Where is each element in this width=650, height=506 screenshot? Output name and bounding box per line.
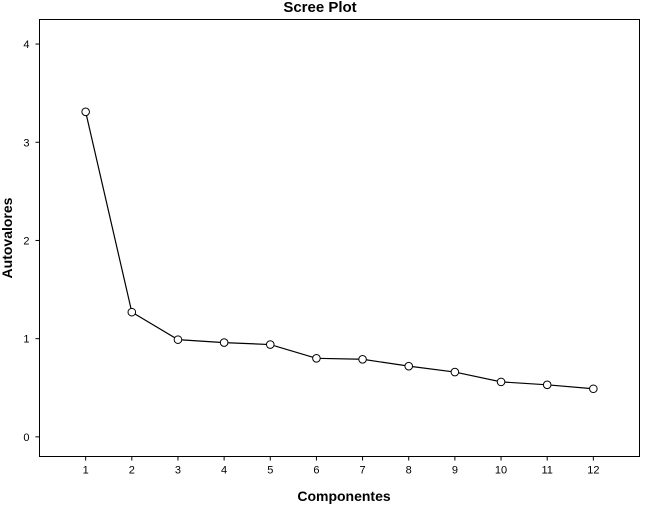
y-tick-label: 1 bbox=[23, 334, 29, 346]
x-tick-label: 8 bbox=[406, 465, 412, 477]
y-axis: 0 1 2 3 4 bbox=[23, 39, 40, 444]
y-axis-label: Autovalores bbox=[0, 197, 15, 278]
x-tick-label: 12 bbox=[587, 465, 599, 477]
chart-title: Scree Plot bbox=[283, 0, 356, 16]
x-axis-label: Componentes bbox=[297, 488, 391, 504]
x-tick-label: 11 bbox=[541, 465, 552, 477]
x-tick-label: 9 bbox=[452, 465, 458, 477]
data-point bbox=[219, 338, 229, 347]
data-point bbox=[127, 307, 137, 317]
x-tick-label: 2 bbox=[129, 465, 135, 477]
y-tick-label: 4 bbox=[23, 39, 29, 51]
data-point bbox=[265, 340, 275, 349]
x-tick-label: 1 bbox=[83, 465, 89, 477]
y-tick-label: 2 bbox=[23, 235, 29, 247]
data-point bbox=[312, 353, 321, 363]
data-point bbox=[496, 377, 506, 387]
data-point bbox=[358, 354, 367, 364]
x-tick-label: 10 bbox=[495, 465, 507, 477]
data-point bbox=[404, 361, 414, 371]
data-point bbox=[81, 107, 90, 117]
y-tick-label: 0 bbox=[23, 432, 29, 444]
series-line bbox=[85, 111, 594, 390]
x-tick-label: 7 bbox=[360, 465, 366, 477]
x-tick-label: 5 bbox=[267, 465, 273, 477]
y-tick-label: 3 bbox=[23, 137, 29, 149]
data-point bbox=[542, 380, 552, 390]
x-tick-label: 3 bbox=[175, 465, 181, 477]
data-points bbox=[81, 107, 598, 394]
data-point bbox=[173, 335, 183, 344]
x-tick-label: 6 bbox=[313, 465, 319, 477]
data-point bbox=[589, 384, 598, 394]
x-axis: 1 2 3 4 5 6 7 8 9 10 11 12 bbox=[83, 456, 599, 477]
data-point bbox=[450, 367, 460, 377]
x-tick-label: 4 bbox=[221, 465, 227, 477]
plot-frame bbox=[39, 19, 640, 457]
